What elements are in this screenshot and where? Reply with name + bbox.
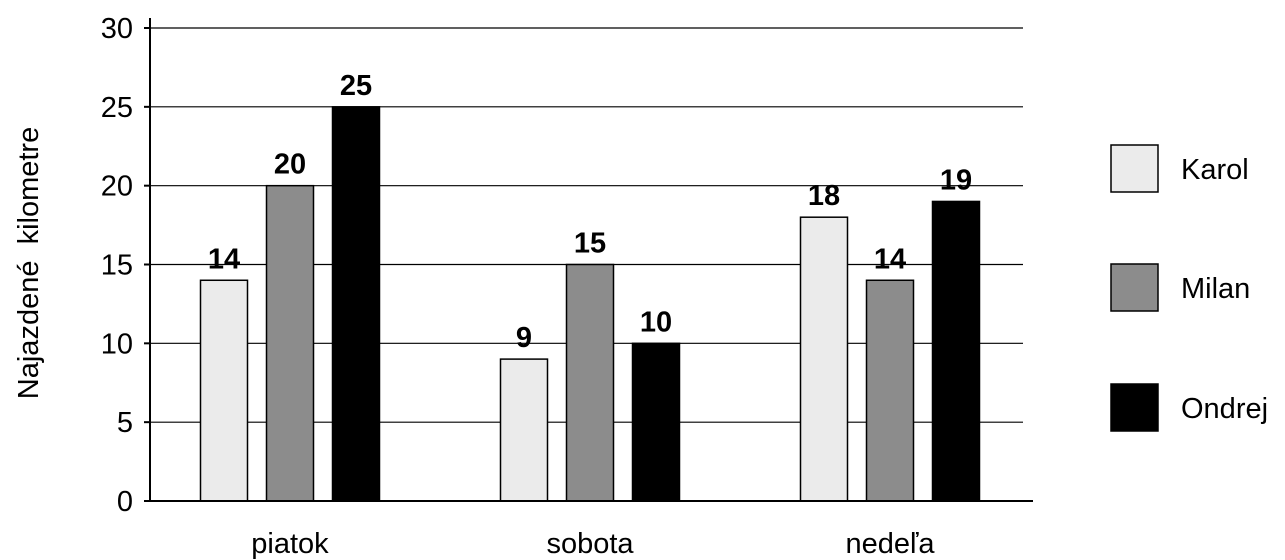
data-label-piatok-Karol: 14 bbox=[208, 243, 240, 275]
legend-swatch-Milan bbox=[1110, 263, 1159, 312]
axes bbox=[149, 18, 1033, 502]
y-tick-label-15: 15 bbox=[101, 250, 133, 282]
data-label-sobota-Karol: 9 bbox=[516, 322, 532, 354]
bar-sobota-Ondrej bbox=[631, 342, 681, 502]
y-ticks: 0 5 10 15 20 25 30 bbox=[101, 13, 150, 518]
x-tick-label-nedeľa: nedeľa bbox=[845, 528, 935, 560]
bars bbox=[199, 106, 981, 502]
y-tick-label-20: 20 bbox=[101, 171, 133, 203]
legend: Karol Milan Ondrej bbox=[1110, 144, 1268, 432]
bar-piatok-Karol bbox=[199, 279, 249, 502]
y-tick-label-5: 5 bbox=[117, 407, 133, 439]
legend-swatch-Karol bbox=[1110, 144, 1159, 193]
bar-nedeľa-Milan bbox=[865, 279, 915, 502]
data-label-sobota-Ondrej: 10 bbox=[640, 306, 672, 338]
data-label-piatok-Milan: 20 bbox=[274, 149, 306, 181]
bar-piatok-Milan bbox=[265, 184, 315, 502]
legend-swatch-Ondrej bbox=[1110, 383, 1159, 432]
data-label-nedeľa-Ondrej: 19 bbox=[940, 164, 972, 196]
data-label-sobota-Milan: 15 bbox=[574, 228, 606, 260]
bar-nedeľa-Ondrej bbox=[931, 200, 981, 502]
y-tick-label-10: 10 bbox=[101, 328, 133, 360]
x-tick-labels: piatok sobota nedeľa bbox=[251, 528, 935, 560]
bar-piatok-Ondrej bbox=[331, 106, 381, 502]
data-labels: 14 20 25 9 15 10 18 14 19 bbox=[208, 70, 972, 354]
data-label-piatok-Ondrej: 25 bbox=[340, 70, 372, 102]
x-tick-label-piatok: piatok bbox=[251, 528, 329, 560]
data-label-nedeľa-Milan: 14 bbox=[874, 243, 906, 275]
bar-sobota-Karol bbox=[499, 358, 549, 502]
legend-label-Karol: Karol bbox=[1181, 154, 1249, 186]
y-tick-label-25: 25 bbox=[101, 92, 133, 124]
legend-label-Ondrej: Ondrej bbox=[1181, 393, 1268, 425]
legend-label-Milan: Milan bbox=[1181, 273, 1250, 305]
y-tick-label-30: 30 bbox=[101, 13, 133, 45]
data-label-nedeľa-Karol: 18 bbox=[808, 180, 840, 212]
y-axis-label: Najazdené kilometre bbox=[13, 127, 45, 399]
y-tick-label-0: 0 bbox=[117, 486, 133, 518]
x-tick-label-sobota: sobota bbox=[546, 528, 634, 560]
bar-nedeľa-Karol bbox=[799, 216, 849, 502]
bar-sobota-Milan bbox=[565, 263, 615, 502]
